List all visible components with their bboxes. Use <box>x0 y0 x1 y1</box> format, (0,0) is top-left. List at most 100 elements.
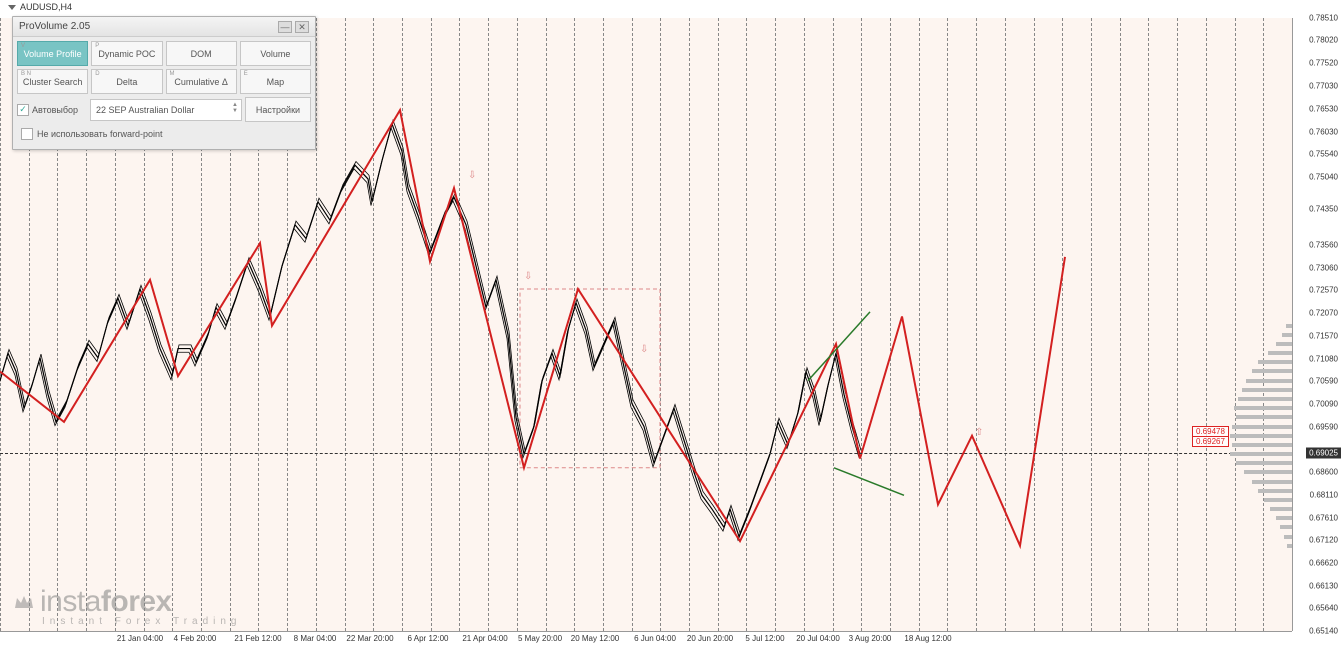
volume-profile-bar <box>1252 480 1292 484</box>
dropdown-arrows-icon[interactable]: ▲▼ <box>232 102 238 114</box>
panel-titlebar[interactable]: ProVolume 2.05 — ✕ <box>13 17 315 37</box>
time-axis: 21 Jan 04:00 4 Feb 20:00 21 Feb 12:00 8 Mar… <box>0 631 1292 649</box>
arrow-marker-icon: ⇩ <box>524 271 532 282</box>
volume-profile-bar <box>1258 360 1292 364</box>
watermark-logo: instaforex Instant Forex Trading <box>12 585 242 627</box>
volume-profile-bar <box>1234 406 1292 410</box>
autoselect-checkbox[interactable]: ✓ Автовыбор <box>17 104 87 116</box>
autoselect-label: Автовыбор <box>32 105 78 115</box>
y-tick-label: 0.74350 <box>1309 204 1338 213</box>
y-tick-label: 0.70090 <box>1309 400 1338 409</box>
y-tick-label: 0.75540 <box>1309 150 1338 159</box>
volume-profile-bar <box>1238 397 1292 401</box>
panel-button[interactable]: EMap <box>240 69 311 94</box>
provolume-panel[interactable]: ProVolume 2.05 — ✕ VVolume ProfilePDynam… <box>12 16 316 150</box>
arrow-marker-icon: ⇩ <box>468 170 476 181</box>
instrument-dropdown[interactable]: 22 SEP Australian Dollar ▲▼ <box>90 99 242 121</box>
button-label: Dynamic POC <box>98 49 155 59</box>
settings-label: Настройки <box>256 105 300 115</box>
y-tick-label: 0.76530 <box>1309 104 1338 113</box>
settings-button[interactable]: Настройки <box>245 97 311 122</box>
volume-profile-bar <box>1246 379 1292 383</box>
button-label: DOM <box>191 49 212 59</box>
panel-button[interactable]: DOM <box>166 41 237 66</box>
button-superscript: D <box>95 71 99 77</box>
y-tick-label: 0.72570 <box>1309 286 1338 295</box>
dropdown-value: 22 SEP Australian Dollar <box>96 105 194 115</box>
forward-point-checkbox[interactable] <box>21 128 33 140</box>
volume-profile-bar <box>1236 461 1292 465</box>
y-tick-label: 0.78510 <box>1309 14 1338 23</box>
x-tick-label: 3 Aug 20:00 <box>849 634 892 643</box>
y-tick-label: 0.65140 <box>1309 627 1338 636</box>
panel-button[interactable]: Volume <box>240 41 311 66</box>
y-tick-label: 0.71570 <box>1309 332 1338 341</box>
arrow-marker-icon: ⇩ <box>640 344 648 355</box>
dropdown-triangle-icon[interactable] <box>8 5 16 10</box>
x-tick-label: 22 Mar 20:00 <box>346 634 393 643</box>
button-label: Cluster Search <box>23 77 83 87</box>
y-tick-label: 0.73060 <box>1309 263 1338 272</box>
volume-profile-bar <box>1280 525 1292 529</box>
y-tick-label: 0.70590 <box>1309 377 1338 386</box>
y-tick-label: 0.66130 <box>1309 581 1338 590</box>
button-label: Volume <box>260 49 290 59</box>
x-tick-label: 20 Jun 20:00 <box>687 634 733 643</box>
volume-profile-bar <box>1232 425 1292 429</box>
y-tick-label: 0.68600 <box>1309 468 1338 477</box>
x-tick-label: 21 Feb 12:00 <box>234 634 281 643</box>
panel-button[interactable]: B NCluster Search <box>17 69 88 94</box>
window-buttons: — ✕ <box>278 21 309 33</box>
y-tick-label: 0.68110 <box>1310 490 1338 499</box>
close-button[interactable]: ✕ <box>295 21 309 33</box>
x-tick-label: 6 Apr 12:00 <box>408 634 449 643</box>
checkbox-box-icon[interactable]: ✓ <box>17 104 29 116</box>
forward-point-label: Не использовать forward-point <box>37 129 163 139</box>
button-label: Volume Profile <box>24 49 82 59</box>
panel-button[interactable]: MCumulative Δ <box>166 69 237 94</box>
button-superscript: M <box>170 71 175 77</box>
y-tick-label: 0.67120 <box>1309 536 1338 545</box>
y-tick-label: 0.77520 <box>1309 59 1338 68</box>
chart-container: AUDUSD,H4 0.785100.780200.775200.770300.… <box>0 0 1344 649</box>
y-tick-label: 0.67610 <box>1309 513 1338 522</box>
y-tick-label: 0.73560 <box>1309 240 1338 249</box>
x-tick-label: 21 Apr 04:00 <box>462 634 507 643</box>
volume-profile-bar <box>1242 388 1292 392</box>
volume-profile-bar <box>1264 498 1292 502</box>
panel-button[interactable]: VVolume Profile <box>17 41 88 66</box>
volume-profile-bar <box>1252 369 1292 373</box>
arrow-marker-icon: ⇧ <box>975 427 983 438</box>
watermark-subtitle: Instant Forex Trading <box>42 616 242 627</box>
x-tick-label: 4 Feb 20:00 <box>174 634 217 643</box>
panel-title: ProVolume 2.05 <box>19 21 90 32</box>
x-tick-label: 8 Mar 04:00 <box>294 634 337 643</box>
minimize-button[interactable]: — <box>278 21 292 33</box>
panel-button[interactable]: DDelta <box>91 69 162 94</box>
volume-profile-bar <box>1258 489 1292 493</box>
x-tick-label: 20 Jul 04:00 <box>796 634 840 643</box>
volume-profile-bar <box>1276 342 1292 346</box>
button-superscript: V <box>21 43 25 49</box>
y-tick-label: 0.69025 <box>1306 447 1341 458</box>
y-tick-label: 0.66620 <box>1309 559 1338 568</box>
volume-profile-bar <box>1230 434 1292 438</box>
volume-profile-bar <box>1244 470 1292 474</box>
panel-row-controls: ✓ Автовыбор 22 SEP Australian Dollar ▲▼ … <box>17 97 311 122</box>
y-tick-label: 0.78020 <box>1309 36 1338 45</box>
button-label: Map <box>267 77 285 87</box>
watermark-bold: forex <box>101 585 172 618</box>
x-tick-label: 6 Jun 04:00 <box>634 634 676 643</box>
x-tick-label: 21 Jan 04:00 <box>117 634 163 643</box>
panel-button[interactable]: PDynamic POC <box>91 41 162 66</box>
current-price-line <box>0 453 1292 454</box>
button-label: Cumulative Δ <box>174 77 228 87</box>
panel-row-2: B NCluster SearchDDeltaMCumulative ΔEMap <box>17 69 311 94</box>
button-superscript: P <box>95 43 99 49</box>
price-level-label: 0.69267 <box>1192 436 1229 447</box>
button-superscript: B N <box>21 71 31 77</box>
watermark-light: insta <box>40 585 101 618</box>
x-tick-label: 5 May 20:00 <box>518 634 562 643</box>
panel-body: VVolume ProfilePDynamic POCDOMVolume B N… <box>13 37 315 149</box>
volume-profile-bar <box>1230 452 1292 456</box>
